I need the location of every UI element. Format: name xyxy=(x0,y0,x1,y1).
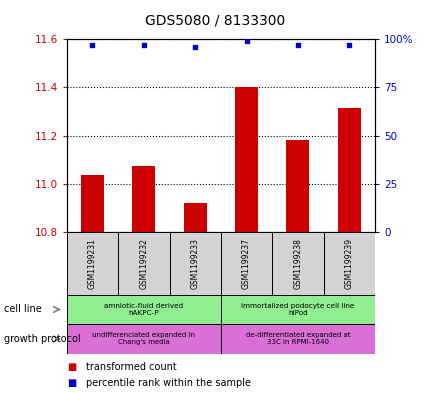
Text: GSM1199231: GSM1199231 xyxy=(88,238,97,289)
Text: amniotic-fluid derived
hAKPC-P: amniotic-fluid derived hAKPC-P xyxy=(104,303,183,316)
Bar xyxy=(286,140,309,232)
Text: cell line: cell line xyxy=(4,305,42,314)
Bar xyxy=(81,175,104,232)
Text: GSM1199237: GSM1199237 xyxy=(242,238,251,289)
Bar xyxy=(220,295,374,324)
Text: GDS5080 / 8133300: GDS5080 / 8133300 xyxy=(145,14,285,28)
Text: GSM1199232: GSM1199232 xyxy=(139,238,148,289)
Bar xyxy=(67,232,118,295)
Bar xyxy=(220,232,272,295)
Bar xyxy=(337,108,360,232)
Text: de-differentiated expanded at
33C in RPMI-1640: de-differentiated expanded at 33C in RPM… xyxy=(245,332,349,345)
Bar xyxy=(323,232,374,295)
Bar xyxy=(132,166,155,232)
Text: GSM1199233: GSM1199233 xyxy=(190,238,199,289)
Text: GSM1199238: GSM1199238 xyxy=(293,238,302,289)
Bar xyxy=(118,232,169,295)
Bar xyxy=(67,324,221,354)
Text: GSM1199239: GSM1199239 xyxy=(344,238,353,289)
Text: ■: ■ xyxy=(67,378,76,388)
Text: percentile rank within the sample: percentile rank within the sample xyxy=(86,378,251,388)
Text: immortalized podocyte cell line
hIPod: immortalized podocyte cell line hIPod xyxy=(241,303,354,316)
Bar xyxy=(169,232,220,295)
Text: ■: ■ xyxy=(67,362,76,373)
Text: growth protocol: growth protocol xyxy=(4,334,81,344)
Bar xyxy=(234,87,258,232)
Bar xyxy=(67,295,221,324)
Text: undifferenciated expanded in
Chang's media: undifferenciated expanded in Chang's med… xyxy=(92,332,195,345)
Bar xyxy=(220,324,374,354)
Text: transformed count: transformed count xyxy=(86,362,177,373)
Bar xyxy=(272,232,323,295)
Bar xyxy=(183,203,206,232)
